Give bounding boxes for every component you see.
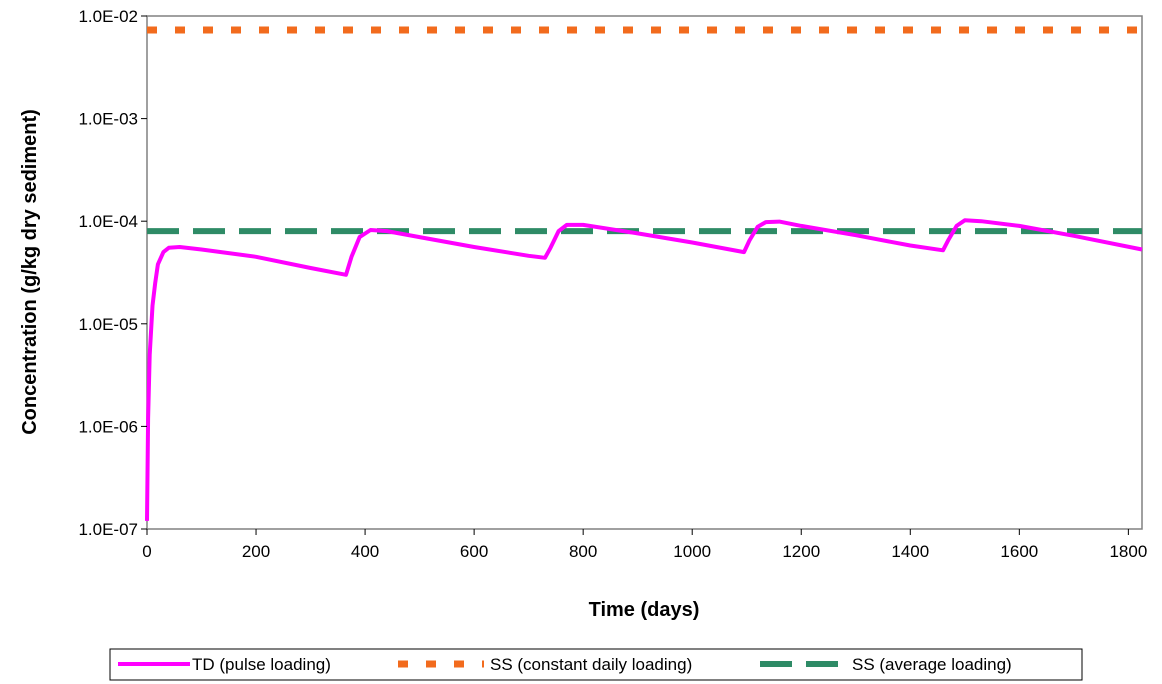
x-tick-label: 0 [142,542,151,561]
legend-label-1: SS (constant daily loading) [490,655,692,674]
x-tick-label: 1400 [891,542,929,561]
y-tick-label: 1.0E-07 [78,520,138,539]
legend-label-2: SS (average loading) [852,655,1012,674]
series-layer [145,26,1143,521]
legend-box [109,648,1083,681]
series-line-0 [145,218,1143,521]
x-axis-title: Time (days) [589,599,700,621]
x-tick-label: 800 [569,542,597,561]
x-tick-label: 1600 [1000,542,1038,561]
x-tick-label: 600 [460,542,488,561]
legend: TD (pulse loading) SS (constant daily loa… [109,648,1083,681]
y-axis-title: Concentration (g/kg dry sediment) [19,109,41,435]
legend-label-0: TD (pulse loading) [192,655,331,674]
x-tick-label: 200 [242,542,270,561]
x-tick-label: 1000 [673,542,711,561]
x-tick-label: 400 [351,542,379,561]
y-tick-label: 1.0E-04 [78,212,138,231]
plot-area [146,15,1143,530]
x-tick-label: 1800 [1109,542,1147,561]
y-tick-label: 1.0E-02 [78,7,138,26]
y-tick-label: 1.0E-03 [78,110,138,129]
x-axis-ticks: 0 200 400 600 800 1000 1200 1400 1600 1800 [142,529,1147,561]
y-tick-label: 1.0E-05 [78,315,138,334]
y-axis-ticks: 1.0E-07 1.0E-06 1.0E-05 1.0E-04 1.0E-03 1.0E-… [78,7,147,539]
x-tick-label: 1200 [782,542,820,561]
y-tick-label: 1.0E-06 [78,417,138,436]
